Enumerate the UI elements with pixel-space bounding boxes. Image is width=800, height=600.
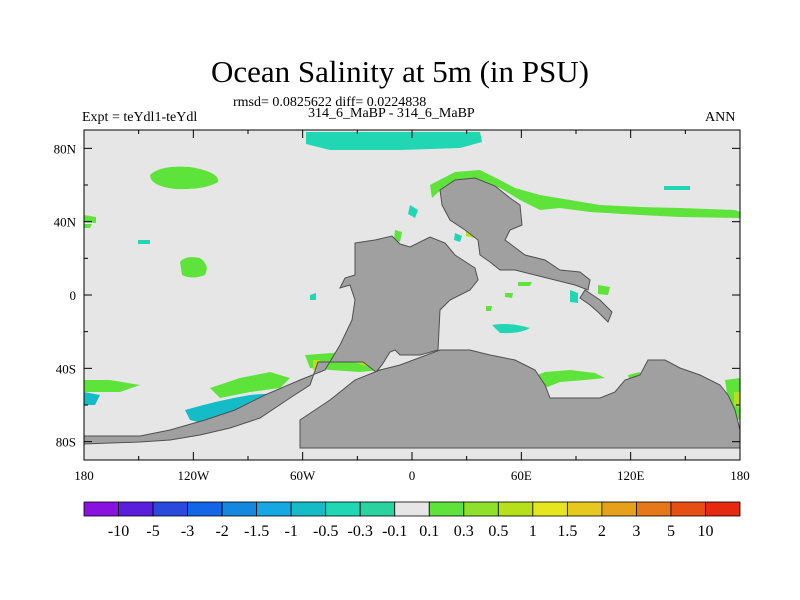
colorbar-label: -10	[108, 523, 129, 540]
x-axis: 180 120W 60W 0 60E 120E 180	[74, 130, 750, 483]
colorbar-label: -1.5	[244, 523, 269, 540]
anomaly-arctic-negative	[306, 132, 482, 150]
colorbar-swatch	[359, 501, 396, 517]
anomaly-midpacific-positive	[180, 257, 207, 278]
colorbar-swatch	[118, 501, 154, 517]
colorbar-label: 5	[667, 523, 675, 540]
colorbar-swatch	[83, 501, 119, 517]
anomaly-spacific-west	[84, 380, 140, 392]
colorbar-swatch	[497, 501, 534, 517]
colorbar-label: 2	[598, 523, 606, 540]
colorbar-label: -0.1	[382, 523, 407, 540]
land-east-islands	[579, 289, 613, 323]
land-layer	[83, 177, 741, 449]
anomaly-spacific-positive	[210, 372, 290, 398]
anomaly-npacific-positive	[150, 166, 219, 190]
anomaly-small-pac-1	[138, 240, 150, 244]
y-tick-label: 0	[70, 288, 77, 303]
x-tick-label: 60E	[511, 468, 532, 483]
anomaly-small-mid-2	[518, 282, 532, 286]
x-tick-label: 120W	[177, 468, 210, 483]
anomaly-small-east-1	[570, 290, 578, 303]
colorbar-swatch	[705, 501, 741, 517]
colorbar-swatch	[636, 501, 672, 517]
expt-label: Expt = teYdl1-teYdl	[82, 110, 198, 125]
colorbar-label: -0.3	[348, 523, 373, 540]
colorbar-swatch	[532, 501, 568, 517]
land-southern-landmass	[299, 349, 741, 449]
x-tick-label: 0	[409, 468, 416, 483]
colorbar-swatch	[566, 501, 603, 517]
colorbar-swatch	[463, 501, 499, 517]
y-tick-label: 80S	[56, 435, 76, 450]
colorbar-swatch	[256, 501, 292, 517]
colorbar-swatch	[428, 501, 465, 517]
anomaly-small-pac-2	[664, 186, 690, 190]
colorbar-label: 10	[697, 523, 713, 540]
y-tick-label: 40S	[56, 361, 76, 376]
colorbar-label: -3	[181, 523, 194, 540]
colorbar-label: 3	[632, 523, 640, 540]
y-axis: 80N 40N 0 40S 80S	[54, 141, 740, 450]
colorbar-label: 0.3	[454, 523, 474, 540]
anomaly-spacific-west-2	[84, 392, 100, 405]
colorbar-swatch	[601, 501, 637, 517]
anomaly-west-edge-positive-2	[84, 224, 92, 228]
anomaly-small-north-4	[454, 233, 462, 242]
anomaly-small-pac-3	[310, 293, 316, 300]
y-tick-label: 80N	[54, 141, 77, 156]
colorbar-swatch	[325, 501, 361, 517]
anomaly-small-north-2	[394, 230, 402, 242]
colorbar-swatch	[187, 501, 223, 517]
colorbar-label: -2	[215, 523, 228, 540]
land-west-continent	[83, 235, 479, 445]
colorbar-swatch	[221, 501, 258, 517]
season-label: ANN	[705, 110, 736, 125]
x-tick-label: 60W	[290, 468, 316, 483]
land-northern-continent	[439, 177, 591, 291]
colorbar-label: -1	[284, 523, 297, 540]
colorbar-label: 0.1	[419, 523, 439, 540]
x-tick-label: 120E	[617, 468, 645, 483]
x-tick-label: 180	[74, 468, 94, 483]
anomaly-small-mid-1	[492, 324, 530, 334]
anomaly-small-mid-4	[486, 306, 492, 311]
anomaly-small-east-2	[598, 285, 610, 295]
colorbar-label: -5	[146, 523, 159, 540]
colorbar: -10 -5 -3 -2 -1.5 -1 -0.5 -0.3 -0.1 0.1 0.3 0.5 1 1.5…	[83, 501, 741, 540]
colorbar-label: -0.5	[313, 523, 338, 540]
colorbar-swatch	[290, 501, 327, 517]
anomaly-small-north-1	[408, 205, 418, 218]
anomaly-east-edge-positive	[725, 378, 740, 420]
anomaly-east-edge-strong	[734, 392, 740, 408]
stats-text: rmsd= 0.0825622 diff= 0.0224838	[233, 95, 427, 110]
y-tick-label: 40N	[54, 215, 77, 230]
anomaly-north-rim-positive	[430, 170, 740, 218]
colorbar-label: 1.5	[557, 523, 577, 540]
colorbar-label: 1	[529, 523, 537, 540]
colorbar-swatch	[152, 501, 188, 517]
x-tick-label: 180	[730, 468, 750, 483]
colorbar-swatch	[394, 501, 430, 517]
anomaly-west-edge-positive	[84, 215, 96, 223]
colorbar-swatch	[670, 501, 706, 517]
anomaly-small-mid-3	[505, 293, 513, 298]
case-label: 314_6_MaBP - 314_6_MaBP	[308, 106, 475, 121]
plot-title: Ocean Salinity at 5m (in PSU)	[211, 54, 589, 89]
colorbar-label: 0.5	[488, 523, 508, 540]
